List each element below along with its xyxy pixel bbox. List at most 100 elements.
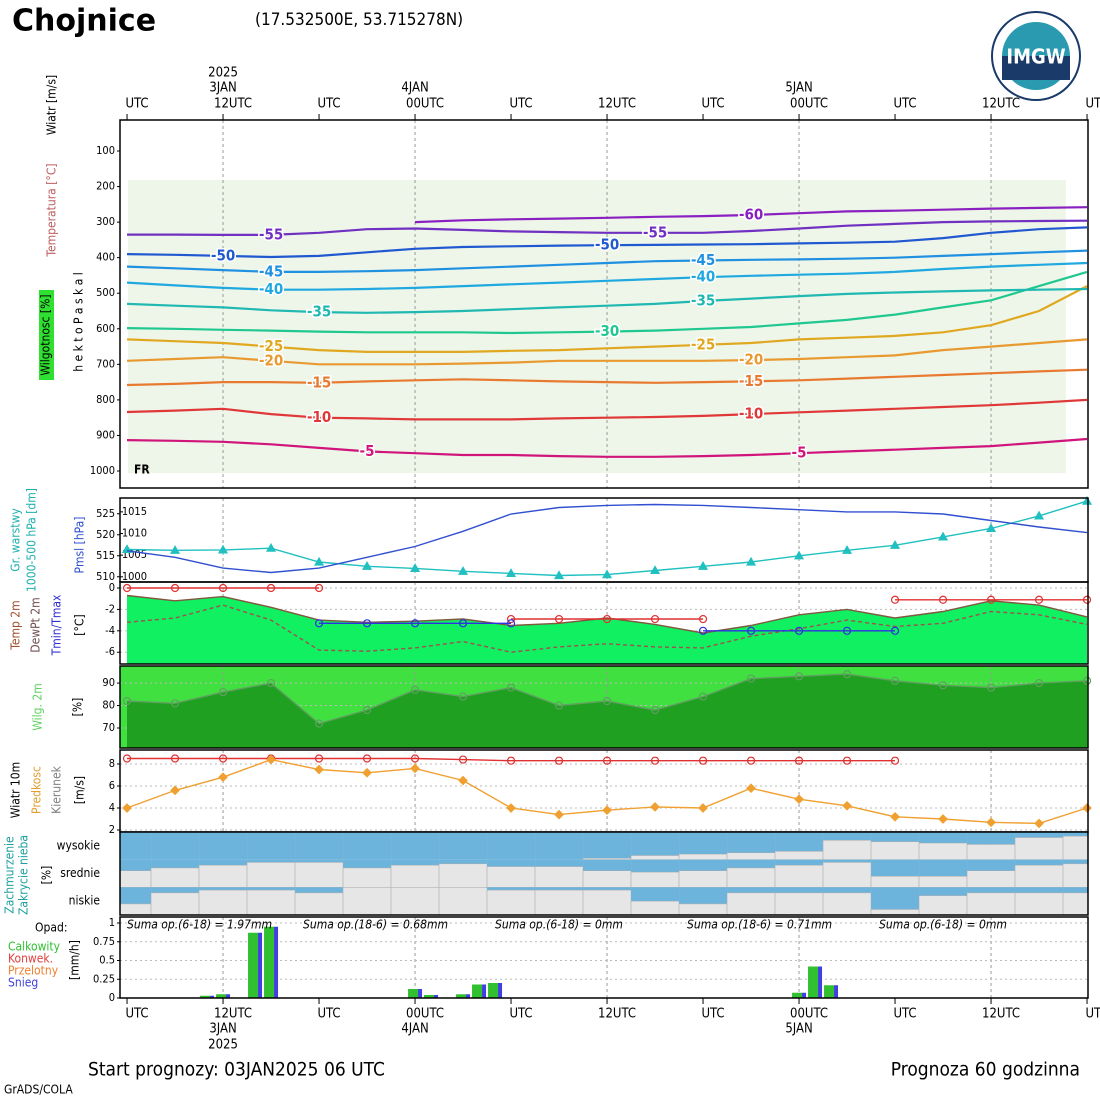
side-label: DewPt 2m — [29, 597, 43, 652]
contour-label: -55 — [259, 225, 283, 243]
time-tick-label-top: UTC — [317, 97, 340, 112]
cloud-clear — [582, 870, 632, 888]
date-label-top: 3JAN — [209, 81, 236, 96]
marker — [650, 756, 660, 765]
time-tick-label-bottom: 00UTC — [790, 1007, 828, 1022]
side-label: 1000-500 hPa [dm] — [25, 488, 39, 592]
marker — [122, 696, 132, 706]
cloud-cover — [535, 832, 584, 860]
marker — [458, 775, 468, 786]
marker — [170, 699, 180, 708]
cloud-clear — [918, 842, 968, 860]
cloud-clear — [438, 887, 488, 916]
side-label: Zakrycie nieba — [17, 835, 31, 915]
cloud-cover — [343, 859, 392, 868]
cloud-cover — [295, 887, 344, 893]
marker — [506, 619, 516, 628]
cloud-clear — [630, 900, 680, 916]
marker — [506, 614, 516, 624]
precip-bar — [498, 983, 503, 998]
precip-bar — [482, 984, 487, 998]
time-tick-label-top: 12UTC — [982, 97, 1020, 112]
marker — [794, 756, 804, 765]
marker — [1082, 595, 1092, 604]
marker — [938, 531, 949, 541]
marker — [170, 754, 180, 763]
cloud-cover — [871, 859, 920, 877]
cloud-cover — [1015, 859, 1064, 866]
marker — [842, 545, 853, 554]
forecast-length: Prognoza 60 godzinna — [891, 1059, 1080, 1081]
time-tick-label-bottom: 12UTC — [982, 1007, 1020, 1022]
contour-label: -15 — [739, 372, 763, 390]
marker — [602, 614, 612, 624]
section-background — [128, 180, 1066, 473]
marker — [1034, 678, 1044, 688]
cloud-clear — [1062, 835, 1089, 860]
time-tick-label-bottom: 12UTC — [214, 1007, 252, 1022]
cloud-clear — [918, 895, 968, 916]
marker — [650, 614, 660, 624]
marker — [458, 619, 468, 628]
cloud-clear — [246, 889, 296, 916]
cloud-cover — [871, 832, 920, 842]
time-tick-label-top: UTC — [1085, 97, 1100, 112]
cloud-cover — [775, 859, 824, 866]
marker — [890, 626, 900, 635]
side-label: Snieg — [8, 976, 38, 990]
marker — [554, 614, 564, 624]
marker — [218, 754, 228, 763]
cloud-clear — [1014, 864, 1064, 888]
precip-bar — [818, 966, 823, 998]
area — [127, 595, 1087, 664]
marker — [218, 687, 228, 697]
line — [126, 285, 1088, 353]
contour-label: -20 — [739, 351, 763, 369]
marker — [1082, 676, 1092, 685]
contour-label: -30 — [595, 322, 619, 340]
coordinates: (17.532500E, 53.715278N) — [255, 10, 463, 30]
cloud-clear — [966, 892, 1016, 916]
marker — [506, 568, 517, 577]
marker — [842, 800, 852, 811]
line — [126, 503, 1088, 574]
marker — [650, 565, 661, 575]
y-tick-label: 0.5 — [99, 954, 115, 967]
time-tick-label-bottom: UTC — [317, 1007, 340, 1022]
cloud-clear — [870, 841, 920, 860]
y-tick-label: 0.75 — [93, 935, 115, 948]
y-tick-label: 800 — [96, 393, 115, 406]
y-tick-label: 700 — [96, 357, 115, 370]
cloud-clear — [294, 892, 344, 916]
line — [126, 398, 1088, 421]
y-tick-label: 8 — [109, 757, 115, 770]
marker — [218, 772, 228, 783]
date-label-bottom: 3JAN — [209, 1022, 236, 1037]
marker — [410, 763, 420, 774]
marker — [698, 756, 708, 765]
marker — [746, 674, 756, 683]
line — [126, 261, 1088, 291]
cloud-cover — [919, 887, 968, 896]
panel: 0 0.25 0.5 0.75 1 Opad: CalkowityKonwek.Przelo… — [8, 916, 1089, 1004]
marker — [458, 566, 469, 575]
start-time: Start prognozy: 03JAN2025 06 UTC — [88, 1059, 385, 1081]
marker — [1034, 595, 1044, 604]
cloud-cover — [535, 859, 584, 867]
time-tick-label-top: 12UTC — [214, 97, 252, 112]
time-tick-label-bottom: UTC — [701, 1007, 724, 1022]
cloud-clear — [1062, 892, 1089, 916]
cloud-cover — [823, 859, 872, 863]
precip-bar — [418, 989, 423, 998]
cloud-cover — [1015, 887, 1064, 893]
cloud-clear — [726, 867, 776, 888]
line — [414, 206, 1088, 224]
side-label: Opad: — [35, 921, 67, 935]
precip-bar — [274, 926, 279, 998]
marker — [266, 542, 277, 552]
cloud-clear — [150, 867, 200, 888]
y-tick-label: 0 — [109, 991, 115, 1004]
cloud-cover — [583, 859, 632, 871]
y-tick-label: 400 — [96, 251, 115, 264]
